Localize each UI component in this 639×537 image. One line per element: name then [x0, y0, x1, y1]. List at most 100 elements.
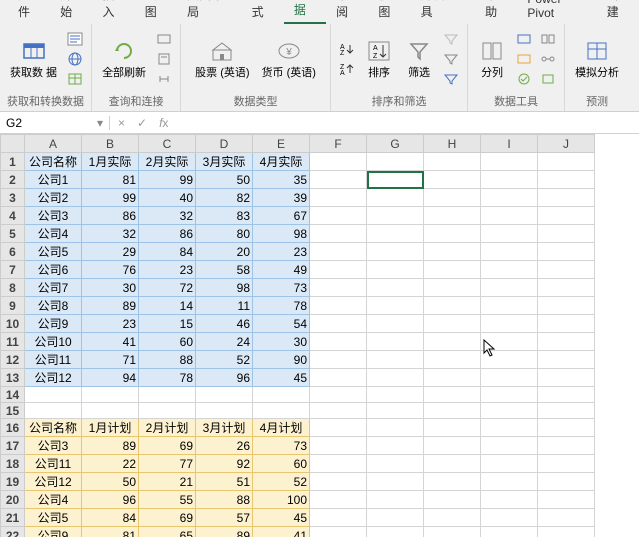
cell-G5[interactable]	[367, 225, 424, 243]
cell-C6[interactable]: 84	[139, 243, 196, 261]
filter-button[interactable]: 筛选	[401, 35, 437, 82]
cell-E19[interactable]: 52	[253, 473, 310, 491]
from-table-icon[interactable]	[65, 70, 85, 88]
cell-H6[interactable]	[424, 243, 481, 261]
cell-D5[interactable]: 80	[196, 225, 253, 243]
cell-A13[interactable]: 公司12	[25, 369, 82, 387]
row-header-6[interactable]: 6	[1, 243, 25, 261]
manage-data-model-icon[interactable]	[538, 70, 558, 88]
cell-I5[interactable]	[481, 225, 538, 243]
cell-C15[interactable]	[139, 403, 196, 419]
cell-J5[interactable]	[538, 225, 595, 243]
cell-J18[interactable]	[538, 455, 595, 473]
cell-H18[interactable]	[424, 455, 481, 473]
cell-B1[interactable]: 1月实际	[82, 153, 139, 171]
cell-B19[interactable]: 50	[82, 473, 139, 491]
cell-A14[interactable]	[25, 387, 82, 403]
cell-D11[interactable]: 24	[196, 333, 253, 351]
cell-B18[interactable]: 22	[82, 455, 139, 473]
cell-I8[interactable]	[481, 279, 538, 297]
cell-G20[interactable]	[367, 491, 424, 509]
cell-A9[interactable]: 公司8	[25, 297, 82, 315]
cell-D19[interactable]: 51	[196, 473, 253, 491]
cell-D22[interactable]: 89	[196, 527, 253, 537]
cell-J7[interactable]	[538, 261, 595, 279]
cell-H11[interactable]	[424, 333, 481, 351]
cell-J10[interactable]	[538, 315, 595, 333]
cell-A16[interactable]: 公司名称	[25, 419, 82, 437]
row-header-5[interactable]: 5	[1, 225, 25, 243]
cell-I12[interactable]	[481, 351, 538, 369]
select-all-corner[interactable]	[1, 135, 25, 153]
enter-icon[interactable]: ✓	[137, 116, 147, 130]
cell-G2[interactable]	[367, 171, 424, 189]
cell-F21[interactable]	[310, 509, 367, 527]
cell-E2[interactable]: 35	[253, 171, 310, 189]
cell-C8[interactable]: 72	[139, 279, 196, 297]
cell-H15[interactable]	[424, 403, 481, 419]
properties-icon[interactable]	[154, 50, 174, 68]
cell-F8[interactable]	[310, 279, 367, 297]
col-header-D[interactable]: D	[196, 135, 253, 153]
cell-G1[interactable]	[367, 153, 424, 171]
cell-F19[interactable]	[310, 473, 367, 491]
cell-H22[interactable]	[424, 527, 481, 537]
row-header-9[interactable]: 9	[1, 297, 25, 315]
ribbon-tab-5[interactable]: 公式	[242, 0, 284, 24]
what-if-button[interactable]: 模拟分析	[571, 35, 623, 82]
cell-E3[interactable]: 39	[253, 189, 310, 207]
cell-J8[interactable]	[538, 279, 595, 297]
cell-B21[interactable]: 84	[82, 509, 139, 527]
cell-I2[interactable]	[481, 171, 538, 189]
flash-fill-icon[interactable]	[514, 30, 534, 48]
col-header-C[interactable]: C	[139, 135, 196, 153]
cell-A20[interactable]: 公司4	[25, 491, 82, 509]
cell-F17[interactable]	[310, 437, 367, 455]
cell-G10[interactable]	[367, 315, 424, 333]
cell-D20[interactable]: 88	[196, 491, 253, 509]
cell-D13[interactable]: 96	[196, 369, 253, 387]
row-header-2[interactable]: 2	[1, 171, 25, 189]
cell-G13[interactable]	[367, 369, 424, 387]
cell-C7[interactable]: 23	[139, 261, 196, 279]
cell-B7[interactable]: 76	[82, 261, 139, 279]
cell-A17[interactable]: 公司3	[25, 437, 82, 455]
cell-D9[interactable]: 11	[196, 297, 253, 315]
cell-F3[interactable]	[310, 189, 367, 207]
ribbon-tab-6[interactable]: 数据	[284, 0, 326, 24]
cell-H2[interactable]	[424, 171, 481, 189]
cell-H13[interactable]	[424, 369, 481, 387]
cell-A11[interactable]: 公司10	[25, 333, 82, 351]
cell-F7[interactable]	[310, 261, 367, 279]
cell-B5[interactable]: 32	[82, 225, 139, 243]
refresh-all-button[interactable]: 全部刷新	[98, 35, 150, 82]
cell-J3[interactable]	[538, 189, 595, 207]
cell-B16[interactable]: 1月计划	[82, 419, 139, 437]
cell-A10[interactable]: 公司9	[25, 315, 82, 333]
cell-F18[interactable]	[310, 455, 367, 473]
row-header-13[interactable]: 13	[1, 369, 25, 387]
cell-I13[interactable]	[481, 369, 538, 387]
cell-I21[interactable]	[481, 509, 538, 527]
cell-H7[interactable]	[424, 261, 481, 279]
sort-button[interactable]: AZ 排序	[361, 35, 397, 82]
col-header-H[interactable]: H	[424, 135, 481, 153]
cell-C9[interactable]: 14	[139, 297, 196, 315]
cell-E10[interactable]: 54	[253, 315, 310, 333]
cell-B20[interactable]: 96	[82, 491, 139, 509]
cell-G18[interactable]	[367, 455, 424, 473]
cell-H16[interactable]	[424, 419, 481, 437]
cell-F12[interactable]	[310, 351, 367, 369]
cell-F6[interactable]	[310, 243, 367, 261]
cell-E5[interactable]: 98	[253, 225, 310, 243]
cell-E15[interactable]	[253, 403, 310, 419]
cell-J15[interactable]	[538, 403, 595, 419]
cell-G21[interactable]	[367, 509, 424, 527]
cell-A7[interactable]: 公司6	[25, 261, 82, 279]
col-header-G[interactable]: G	[367, 135, 424, 153]
cell-I9[interactable]	[481, 297, 538, 315]
cell-J1[interactable]	[538, 153, 595, 171]
cell-A21[interactable]: 公司5	[25, 509, 82, 527]
cell-C20[interactable]: 55	[139, 491, 196, 509]
from-text-icon[interactable]	[65, 30, 85, 48]
